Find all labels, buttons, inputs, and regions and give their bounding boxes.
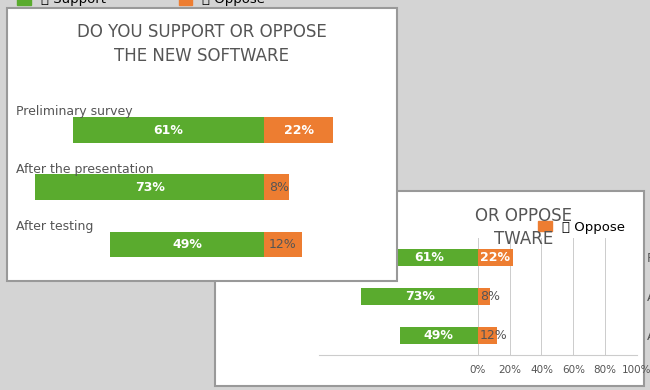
Bar (400, 327, 478, 344)
Bar (265, 174, 289, 200)
Text: After the presentation: After the presentation (16, 163, 154, 176)
Bar (265, 117, 333, 143)
Text: 73%: 73% (135, 181, 164, 194)
Text: 8%: 8% (269, 181, 289, 194)
Text: TWARE: TWARE (494, 230, 553, 248)
Text: 22%: 22% (480, 251, 510, 264)
Text: 49%: 49% (172, 238, 202, 251)
Text: 61%: 61% (153, 124, 183, 136)
Text: Preliminary survey: Preliminary survey (16, 105, 133, 119)
Bar (478, 327, 497, 344)
Text: 12%: 12% (269, 238, 297, 251)
Bar (381, 249, 478, 266)
Bar (35, 174, 265, 200)
Bar (478, 288, 491, 305)
Bar (73, 117, 265, 143)
Text: 49%: 49% (424, 329, 454, 342)
Bar (361, 288, 478, 305)
Bar (478, 249, 513, 266)
Text: 12%: 12% (480, 329, 508, 342)
Text: OR OPPOSE: OR OPPOSE (475, 207, 572, 225)
Text: 8%: 8% (480, 290, 500, 303)
Legend: 👎 Oppose: 👎 Oppose (533, 215, 630, 239)
Text: 22%: 22% (284, 124, 314, 136)
Text: 73%: 73% (405, 290, 435, 303)
Text: After testing: After testing (16, 220, 94, 233)
Text: DO YOU SUPPORT OR OPPOSE: DO YOU SUPPORT OR OPPOSE (77, 23, 326, 41)
Legend: 👍 Support, 👎 Oppose: 👍 Support, 👎 Oppose (12, 0, 270, 12)
Bar (265, 232, 302, 257)
Text: THE NEW SOFTWARE: THE NEW SOFTWARE (114, 47, 289, 65)
Bar (111, 232, 265, 257)
Text: 61%: 61% (414, 251, 444, 264)
